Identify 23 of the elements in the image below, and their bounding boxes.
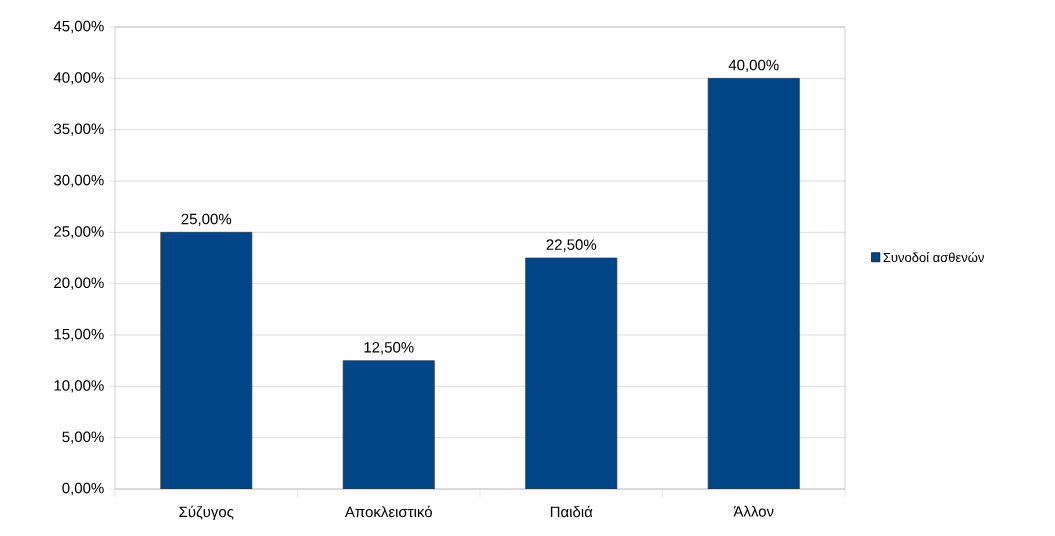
x-tick-label: Σύζυγος [179, 505, 234, 521]
bar [525, 257, 618, 489]
y-tick-label: 20,00% [54, 277, 104, 290]
y-tick-label: 0,00% [62, 482, 104, 496]
bar [342, 360, 435, 489]
data-label: 40,00% [728, 59, 779, 73]
y-tick-label: 30,00% [53, 174, 104, 188]
data-label: 12,50% [364, 342, 414, 355]
y-tick-label: 10,00% [54, 380, 104, 393]
y-tick-label: 15,00% [54, 328, 104, 342]
x-tick-label: Άλλον [733, 505, 774, 517]
data-label: 25,00% [181, 213, 232, 227]
y-tick-label: 25,00% [54, 226, 104, 239]
bar [160, 232, 253, 489]
data-label: 22,50% [546, 239, 597, 252]
bar [707, 77, 800, 489]
x-tick-label: Παιδιά [550, 505, 593, 518]
y-tick-label: 45,00% [53, 20, 104, 34]
y-tick-label: 40,00% [53, 72, 104, 85]
x-tick-label: Αποκλειστικό [344, 505, 432, 518]
y-tick-label: 35,00% [53, 123, 104, 136]
legend-label: Συνοδοί ασθενών [883, 252, 984, 263]
y-tick-label: 5,00% [62, 431, 104, 444]
